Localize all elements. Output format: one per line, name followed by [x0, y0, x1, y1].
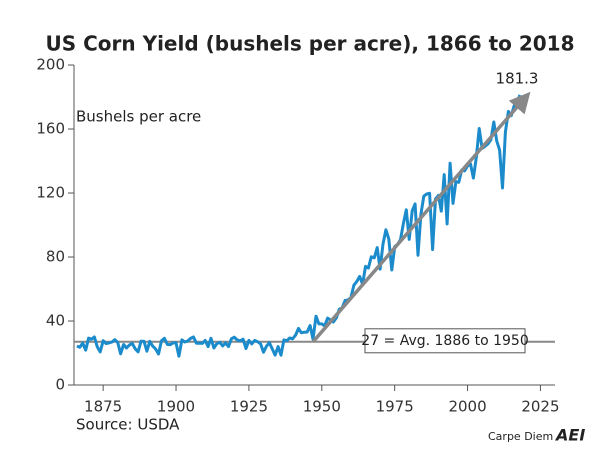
logo: AEI	[554, 426, 585, 445]
source: Source: USDA	[76, 416, 180, 434]
chart-title: US Corn Yield (bushels per acre), 1866 t…	[46, 32, 575, 56]
x-tick-label: 1975	[376, 398, 414, 416]
x-tick-label: 2000	[448, 398, 486, 416]
x-tick-label: 1875	[84, 398, 122, 416]
credit: Carpe Diem	[488, 430, 553, 443]
last-value-label: 181.3	[496, 69, 539, 87]
y-tick-label: 200	[36, 56, 65, 74]
x-tick-label: 1900	[157, 398, 195, 416]
x-tick-label: 2025	[521, 398, 559, 416]
trend-arrow	[311, 91, 531, 343]
x-tick-label: 1925	[230, 398, 268, 416]
series-line	[76, 94, 522, 358]
y-tick-label: 120	[36, 184, 65, 202]
x-tick-label: 1950	[303, 398, 341, 416]
y-tick-label: 80	[46, 248, 65, 266]
y-axis-label: Bushels per acre	[76, 108, 201, 126]
average-label-box	[364, 328, 526, 354]
average-label: 27 = Avg. 1886 to 1950	[361, 333, 529, 349]
y-tick-label: 160	[36, 120, 65, 138]
y-tick-label: 40	[46, 312, 65, 330]
y-tick-label: 0	[55, 376, 65, 394]
